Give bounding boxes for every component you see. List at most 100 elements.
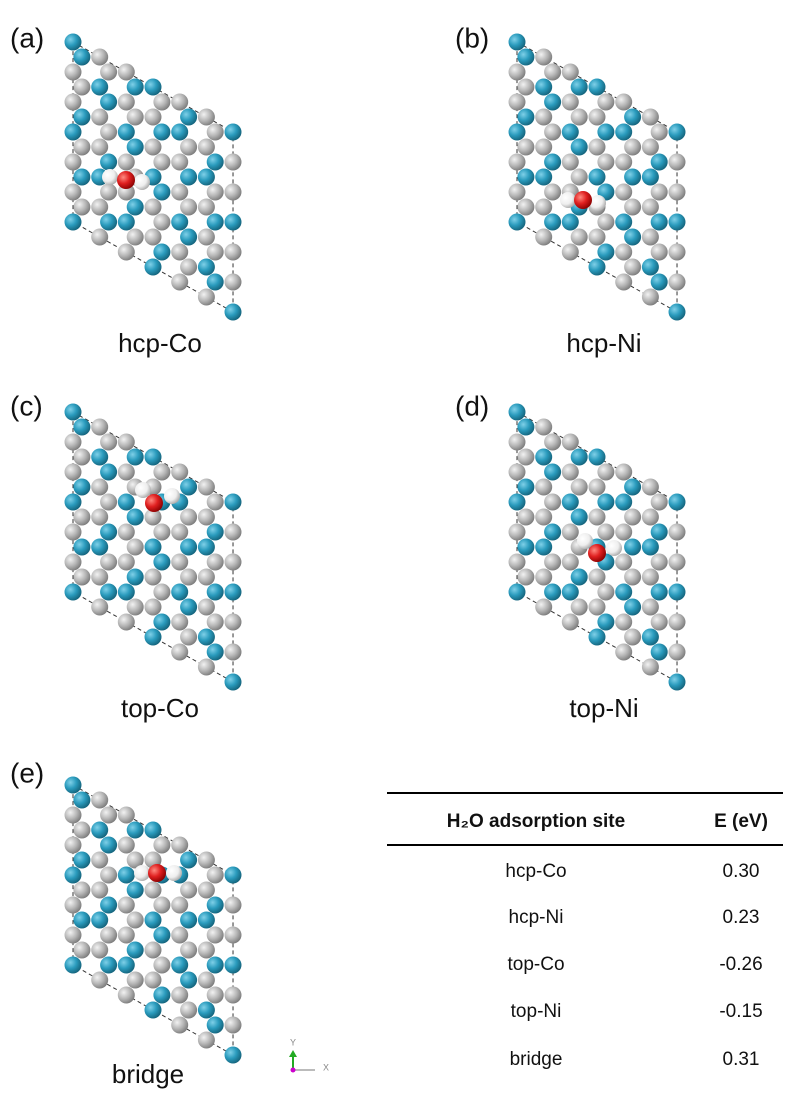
structures: [65, 34, 686, 1064]
atom: [73, 449, 90, 466]
atom: [615, 464, 632, 481]
atom: [562, 154, 579, 171]
atom: [651, 184, 668, 201]
atom: [517, 109, 534, 126]
atom: [225, 554, 242, 571]
panel-caption: bridge: [112, 1059, 184, 1089]
atom: [207, 867, 224, 884]
atom: [207, 897, 224, 914]
atom: [100, 214, 117, 231]
atom: [127, 882, 144, 899]
atom: [535, 509, 552, 526]
atom: [642, 199, 659, 216]
atom: [589, 479, 606, 496]
atom: [198, 199, 215, 216]
atom: [651, 494, 668, 511]
atom: [642, 599, 659, 616]
atom: [180, 942, 197, 959]
atom: [100, 837, 117, 854]
atom: [535, 479, 552, 496]
atom: [624, 539, 641, 556]
atom: [624, 229, 641, 246]
atom: [180, 199, 197, 216]
atom: [642, 259, 659, 276]
atom: [509, 34, 526, 51]
atom: [153, 987, 170, 1004]
table-site: hcp-Ni: [509, 907, 564, 928]
atom: [180, 569, 197, 586]
atom: [642, 109, 659, 126]
atom: [198, 942, 215, 959]
hydrogen-atom: [102, 169, 118, 185]
atom: [198, 629, 215, 646]
atom: [180, 852, 197, 869]
atom: [198, 972, 215, 989]
atom: [544, 64, 561, 81]
hydrogen-atom: [164, 488, 180, 504]
atom: [544, 584, 561, 601]
atom: [225, 494, 242, 511]
table-header: E (eV): [714, 811, 768, 832]
atom: [171, 987, 188, 1004]
atom: [544, 184, 561, 201]
atom: [118, 957, 135, 974]
atom: [571, 509, 588, 526]
panel-caption: hcp-Co: [118, 328, 202, 358]
atom: [509, 154, 526, 171]
atom: [153, 837, 170, 854]
atom: [65, 897, 82, 914]
atom: [73, 49, 90, 66]
atom: [145, 822, 162, 839]
hydrogen-atom: [135, 482, 151, 498]
atom: [73, 109, 90, 126]
atom: [198, 229, 215, 246]
atom: [589, 109, 606, 126]
atom: [118, 214, 135, 231]
atom: [118, 927, 135, 944]
atom: [145, 449, 162, 466]
atom: [127, 79, 144, 96]
atom: [118, 897, 135, 914]
atom: [171, 897, 188, 914]
atom: [615, 274, 632, 291]
atom: [509, 214, 526, 231]
panel-label: (d): [455, 390, 489, 421]
atom: [73, 509, 90, 526]
atom: [207, 124, 224, 141]
atom: [91, 109, 108, 126]
atom: [73, 792, 90, 809]
atom: [597, 154, 614, 171]
atom: [517, 509, 534, 526]
atom: [91, 852, 108, 869]
atom: [509, 94, 526, 111]
atom: [118, 524, 135, 541]
atom: [624, 139, 641, 156]
atom: [589, 569, 606, 586]
atom: [225, 244, 242, 261]
atom: [145, 1002, 162, 1019]
atom: [180, 509, 197, 526]
atom: [198, 479, 215, 496]
atom: [544, 464, 561, 481]
atom: [571, 139, 588, 156]
atom: [535, 539, 552, 556]
panel-caption: hcp-Ni: [566, 328, 641, 358]
atom: [225, 897, 242, 914]
oxygen-atom: [117, 171, 135, 189]
atom: [642, 289, 659, 306]
atom: [509, 494, 526, 511]
atom: [100, 434, 117, 451]
panel-label: (a): [10, 22, 44, 53]
atom: [669, 244, 686, 261]
atom: [562, 494, 579, 511]
structure: [65, 777, 242, 1064]
atom: [118, 807, 135, 824]
atom: [207, 957, 224, 974]
atom: [589, 169, 606, 186]
atom: [91, 49, 108, 66]
atom: [589, 229, 606, 246]
atom: [669, 124, 686, 141]
atom: [171, 274, 188, 291]
atom: [118, 464, 135, 481]
atom: [180, 882, 197, 899]
